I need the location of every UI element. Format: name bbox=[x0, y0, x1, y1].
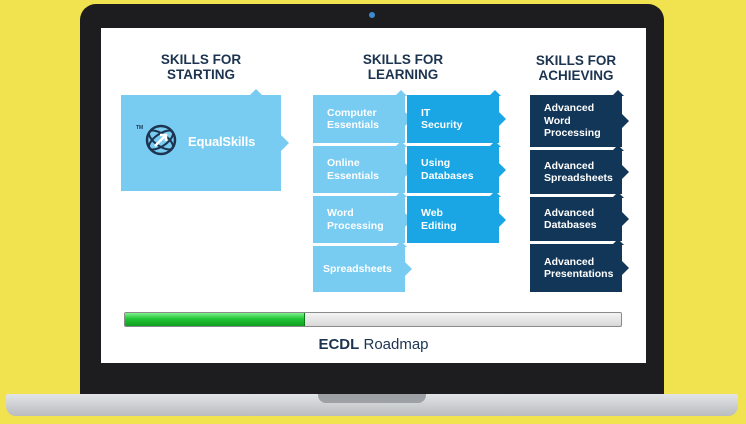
tile-it-security[interactable]: IT Security bbox=[407, 90, 506, 143]
laptop-base-notch bbox=[318, 394, 426, 403]
tile-label: Word Processing bbox=[327, 207, 384, 232]
caption-brand: ECDL bbox=[318, 336, 360, 353]
heading-skills-for-starting: SKILLS FOR STARTING bbox=[160, 52, 242, 82]
camera-icon bbox=[369, 12, 375, 18]
tile-advanced-spreadsheets[interactable]: Advanced Spreadsheets bbox=[530, 145, 629, 194]
globe-arrow-icon bbox=[145, 124, 177, 156]
tile-advanced-databases[interactable]: Advanced Databases bbox=[530, 192, 629, 241]
tile-label: Using Databases bbox=[421, 157, 474, 182]
heading-skills-for-achieving: SKILLS FOR ACHIEVING bbox=[535, 53, 617, 83]
tile-label: Spreadsheets bbox=[323, 262, 392, 275]
tile-spreadsheets[interactable]: Spreadsheets bbox=[313, 241, 412, 292]
progress-fill bbox=[125, 313, 305, 326]
roadmap-caption: ECDL Roadmap bbox=[101, 336, 646, 353]
tile-advanced-presentations[interactable]: Advanced Presentations bbox=[530, 239, 629, 292]
roadmap-progress-bar bbox=[124, 312, 622, 327]
logo-trademark: TM bbox=[136, 125, 144, 131]
tile-label: IT Security bbox=[421, 106, 463, 132]
tile-online-essentials[interactable]: Online Essentials bbox=[313, 141, 412, 193]
tile-label: Computer Essentials bbox=[327, 106, 379, 132]
tile-using-databases[interactable]: Using Databases bbox=[407, 141, 506, 193]
tile-computer-essentials[interactable]: Computer Essentials bbox=[313, 90, 412, 143]
caption-text: Roadmap bbox=[359, 336, 429, 353]
tile-web-editing[interactable]: Web Editing bbox=[407, 191, 506, 243]
tile-label: Online Essentials bbox=[327, 157, 379, 182]
tile-label: Advanced Presentations bbox=[544, 255, 614, 281]
heading-skills-for-learning: SKILLS FOR LEARNING bbox=[362, 52, 444, 82]
laptop-base bbox=[6, 394, 738, 416]
tile-label: Advanced Databases bbox=[544, 206, 597, 232]
tile-word-processing[interactable]: Word Processing bbox=[313, 191, 412, 243]
equalskills-tile[interactable] bbox=[121, 89, 289, 191]
laptop-screen bbox=[101, 28, 646, 363]
tile-label: Advanced Word Processing bbox=[544, 102, 601, 140]
tile-advanced-word-processing[interactable]: Advanced Word Processing bbox=[530, 90, 629, 147]
tile-label: Web Editing bbox=[421, 207, 457, 232]
tile-label: Advanced Spreadsheets bbox=[544, 159, 613, 185]
equalskills-logo-text: EqualSkills bbox=[188, 134, 256, 149]
